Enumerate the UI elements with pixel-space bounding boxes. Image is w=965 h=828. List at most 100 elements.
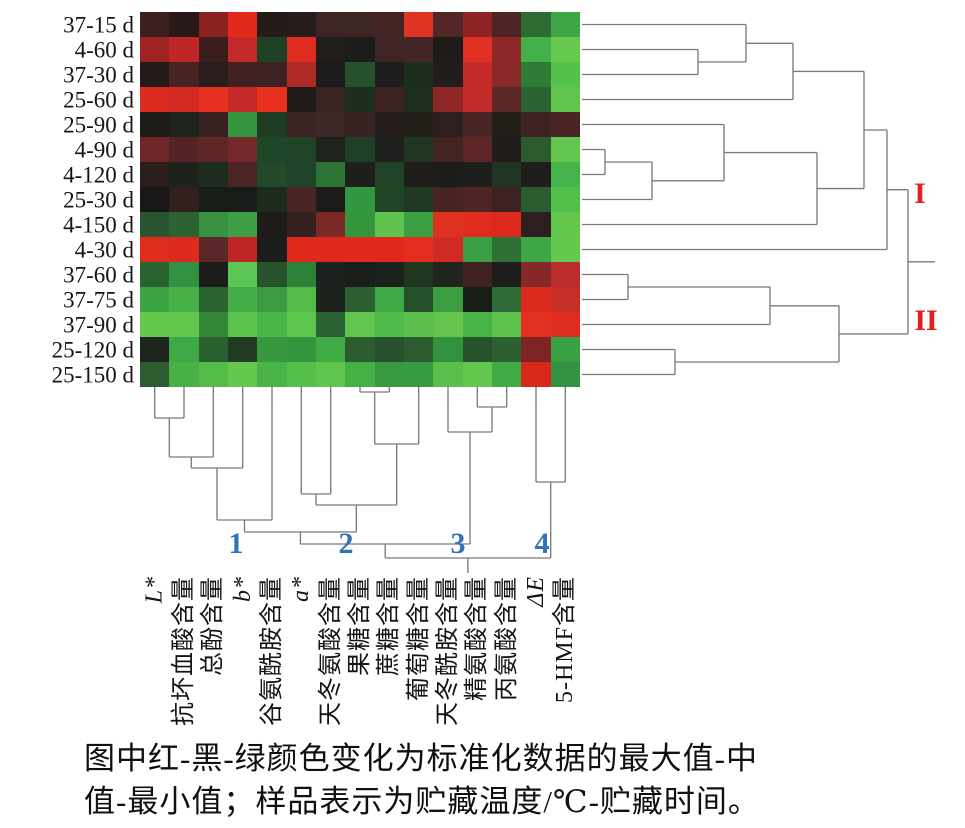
heatmap-cell-r13-c6 xyxy=(286,312,316,337)
heatmap-cell-r11-c10 xyxy=(404,262,434,287)
heatmap-cell-r12-c6 xyxy=(286,287,316,312)
heatmap-cell-r15-c5 xyxy=(257,362,287,387)
heatmap-cell-r15-c10 xyxy=(404,362,434,387)
heatmap-cell-r15-c15 xyxy=(550,362,580,387)
heatmap-cell-r5-c9 xyxy=(374,112,404,137)
heatmap-cell-r7-c6 xyxy=(286,162,316,187)
heatmap-cell-r11-c11 xyxy=(433,262,463,287)
heatmap-cell-r11-c5 xyxy=(257,262,287,287)
row-label-4-30d: 4-30 d xyxy=(74,237,134,262)
heatmap-cell-r15-c13 xyxy=(492,362,522,387)
heatmap-cell-r9-c15 xyxy=(550,212,580,237)
heatmap-cell-r2-c8 xyxy=(345,37,375,62)
col-label-葡萄糖含量: 葡萄糖含量 xyxy=(405,576,432,701)
heatmap-cell-r10-c3 xyxy=(198,237,228,262)
row-label-25-150d: 25-150 d xyxy=(51,362,134,387)
heatmap-cell-r3-c10 xyxy=(404,62,434,87)
heatmap-cell-r5-c11 xyxy=(433,112,463,137)
heatmap-cell-r9-c2 xyxy=(169,212,199,237)
heatmap-cell-r1-c12 xyxy=(462,12,492,37)
heatmap-cell-r10-c2 xyxy=(169,237,199,262)
heatmap-cell-r7-c3 xyxy=(198,162,228,187)
heatmap-cell-r12-c5 xyxy=(257,287,287,312)
heatmap-cell-r5-c13 xyxy=(492,112,522,137)
row-dendrogram xyxy=(582,23,935,376)
heatmap-cell-r10-c15 xyxy=(550,237,580,262)
heatmap-cell-r7-c4 xyxy=(228,162,258,187)
heatmap-cell-r1-c1 xyxy=(140,12,170,37)
heatmap-cell-r5-c12 xyxy=(462,112,492,137)
heatmap-cell-r13-c13 xyxy=(492,312,522,337)
heatmap-cell-r3-c3 xyxy=(198,62,228,87)
heatmap-cell-r3-c5 xyxy=(257,62,287,87)
heatmap-cell-r7-c1 xyxy=(140,162,170,187)
heatmap-cell-r2-c6 xyxy=(286,37,316,62)
heatmap-cell-r10-c12 xyxy=(462,237,492,262)
heatmap-cell-r11-c15 xyxy=(550,262,580,287)
heatmap-cell-r15-c8 xyxy=(345,362,375,387)
heatmap-cell-r13-c4 xyxy=(228,312,258,337)
heatmap-cell-r7-c8 xyxy=(345,162,375,187)
heatmap-cell-r8-c9 xyxy=(374,187,404,212)
heatmap-cell-r4-c11 xyxy=(433,87,463,112)
heatmap-cell-r8-c14 xyxy=(521,187,551,212)
heatmap-cell-r15-c14 xyxy=(521,362,551,387)
heatmap-cell-r8-c3 xyxy=(198,187,228,212)
heatmap-cell-r1-c10 xyxy=(404,12,434,37)
heatmap-cell-r13-c11 xyxy=(433,312,463,337)
heatmap-cell-r10-c11 xyxy=(433,237,463,262)
row-cluster-label-I: I xyxy=(914,177,926,210)
heatmap-cell-r14-c7 xyxy=(316,337,346,362)
heatmap-cell-r2-c3 xyxy=(198,37,228,62)
heatmap-cell-r10-c9 xyxy=(374,237,404,262)
heatmap-cell-r3-c9 xyxy=(374,62,404,87)
col-cluster-label-3: 3 xyxy=(450,527,466,560)
heatmap-cell-r11-c1 xyxy=(140,262,170,287)
heatmap-cell-r11-c6 xyxy=(286,262,316,287)
col-label-果糖含量: 果糖含量 xyxy=(347,576,373,676)
heatmap-cell-r11-c13 xyxy=(492,262,522,287)
heatmap-cell-r2-c2 xyxy=(169,37,199,62)
heatmap-cell-r9-c3 xyxy=(198,212,228,237)
heatmap-cell-r9-c4 xyxy=(228,212,258,237)
heatmap-cell-r4-c2 xyxy=(169,87,199,112)
heatmap-cell-r5-c15 xyxy=(550,112,580,137)
col-label-天冬氨酸含量: 天冬氨酸含量 xyxy=(317,576,344,726)
heatmap-cell-r6-c11 xyxy=(433,137,463,162)
heatmap-cell-r4-c8 xyxy=(345,87,375,112)
col-label-谷氨酰胺含量: 谷氨酰胺含量 xyxy=(259,576,285,726)
heatmap-cell-r8-c2 xyxy=(169,187,199,212)
col-cluster-label-2: 2 xyxy=(338,527,354,560)
heatmap-cell-r11-c14 xyxy=(521,262,551,287)
heatmap-cell-r7-c9 xyxy=(374,162,404,187)
heatmap-cell-r13-c9 xyxy=(374,312,404,337)
heatmap-cell-r2-c13 xyxy=(492,37,522,62)
heatmap-cell-r4-c9 xyxy=(374,87,404,112)
heatmap-cell-r12-c13 xyxy=(492,287,522,312)
heatmap-cell-r2-c1 xyxy=(140,37,170,62)
heatmap-cell-r3-c12 xyxy=(462,62,492,87)
col-label-蔗糖含量: 蔗糖含量 xyxy=(376,576,403,676)
heatmap-cell-r1-c8 xyxy=(345,12,375,37)
heatmap-cell-r4-c1 xyxy=(140,87,170,112)
heatmap-cell-r6-c7 xyxy=(316,137,346,162)
heatmap-cell-r7-c12 xyxy=(462,162,492,187)
caption-line-2: 值-最小值；样品表示为贮藏温度/℃-贮藏时间。 xyxy=(84,784,760,819)
heatmap-cell-r2-c15 xyxy=(550,37,580,62)
heatmap-cell-r1-c6 xyxy=(286,12,316,37)
heatmap-cell-r12-c2 xyxy=(169,287,199,312)
heatmap-cell-r6-c9 xyxy=(374,137,404,162)
heatmap-cell-r2-c9 xyxy=(374,37,404,62)
heatmap-cell-r11-c3 xyxy=(198,262,228,287)
heatmap-cell-r2-c4 xyxy=(228,37,258,62)
heatmap-cell-r15-c2 xyxy=(169,362,199,387)
heatmap-cell-r3-c7 xyxy=(316,62,346,87)
heatmap-cell-r7-c7 xyxy=(316,162,346,187)
heatmap-cell-r13-c10 xyxy=(404,312,434,337)
heatmap-cell-r2-c12 xyxy=(462,37,492,62)
heatmap-cell-r3-c13 xyxy=(492,62,522,87)
heatmap-cell-r11-c9 xyxy=(374,262,404,287)
heatmap-cell-r7-c15 xyxy=(550,162,580,187)
heatmap-cell-r13-c15 xyxy=(550,312,580,337)
col-label-ΔE: ΔE xyxy=(523,576,549,607)
